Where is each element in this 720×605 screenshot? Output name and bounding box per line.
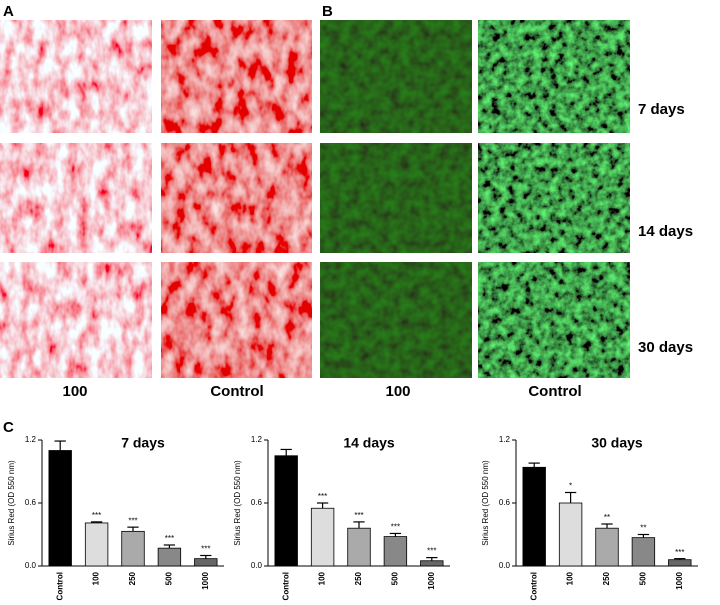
x-tick-label: Control: [55, 572, 64, 600]
micrograph: [0, 262, 152, 378]
x-tick-label: Control: [281, 572, 290, 600]
bar: [48, 450, 72, 567]
x-tick-label: 250: [602, 571, 611, 585]
significance: ***: [128, 516, 137, 525]
x-tick-label: 100: [318, 571, 327, 585]
x-tick-label: Control: [529, 572, 538, 600]
y-tick-label: 0.6: [251, 498, 263, 507]
bar: [347, 527, 371, 567]
x-tick-label: 100: [566, 571, 575, 585]
panel-label: C: [3, 419, 14, 436]
micrograph: [478, 20, 630, 133]
panel-label: B: [322, 3, 333, 20]
x-tick-label: 250: [354, 571, 363, 585]
y-tick-label: 1.2: [499, 435, 511, 444]
bar: [631, 537, 656, 567]
x-tick-label: 500: [391, 571, 400, 585]
y-axis-label: Sirius Red (OD 550 nm): [233, 460, 242, 546]
x-tick-label: 1000: [201, 571, 210, 589]
micrograph: [0, 143, 152, 253]
micrograph: [0, 20, 152, 133]
bar: [558, 502, 583, 567]
chart-title: 14 days: [343, 435, 395, 451]
y-tick-label: 0.0: [499, 561, 511, 570]
y-axis-label: Sirius Red (OD 550 nm): [481, 460, 490, 546]
x-tick-label: 1000: [427, 571, 436, 589]
bar: [157, 547, 182, 567]
significance: **: [604, 513, 610, 522]
x-tick-label: 1000: [675, 571, 684, 589]
significance: ***: [391, 523, 400, 532]
chart-title: 7 days: [121, 435, 165, 451]
bar: [84, 522, 109, 567]
bar: [121, 530, 145, 567]
micrograph: [320, 143, 472, 253]
bar: [668, 559, 692, 567]
column-label: Control: [210, 383, 263, 400]
significance: **: [640, 524, 646, 533]
significance: ***: [318, 492, 327, 501]
bar: [274, 455, 298, 567]
y-tick-label: 1.2: [251, 435, 263, 444]
y-tick-label: 1.2: [25, 435, 37, 444]
y-tick-label: 0.0: [251, 561, 263, 570]
y-tick-label: 0.0: [25, 561, 37, 570]
micrograph: [478, 143, 630, 253]
row-label: 7 days: [638, 101, 685, 118]
significance: ***: [165, 534, 174, 543]
y-tick-label: 0.6: [499, 498, 511, 507]
row-label: 30 days: [638, 339, 693, 356]
column-label: 100: [62, 383, 87, 400]
column-label: Control: [528, 383, 581, 400]
y-axis-label: Sirius Red (OD 550 nm): [7, 460, 16, 546]
bar: [420, 560, 444, 567]
bar: [595, 527, 619, 567]
micrograph: [161, 143, 312, 253]
bar: [310, 507, 335, 567]
micrograph: [478, 262, 630, 378]
micrograph: [161, 262, 312, 378]
significance: ***: [427, 547, 436, 556]
panel-label: A: [3, 3, 14, 20]
x-tick-label: 100: [92, 571, 101, 585]
row-label: 14 days: [638, 223, 693, 240]
micrograph: [161, 20, 312, 133]
significance: ***: [354, 511, 363, 520]
column-label: 100: [385, 383, 410, 400]
significance: ***: [92, 511, 101, 520]
x-tick-label: 500: [639, 571, 648, 585]
micrograph: [320, 20, 472, 133]
chart-title: 30 days: [591, 435, 643, 451]
bar: [522, 466, 546, 567]
bar: [194, 558, 218, 567]
significance: ***: [675, 548, 684, 557]
micrograph: [320, 262, 472, 378]
significance: ***: [201, 545, 210, 554]
y-tick-label: 0.6: [25, 498, 37, 507]
x-tick-label: 500: [165, 571, 174, 585]
bar: [383, 536, 408, 567]
significance: *: [569, 482, 572, 491]
x-tick-label: 250: [128, 571, 137, 585]
